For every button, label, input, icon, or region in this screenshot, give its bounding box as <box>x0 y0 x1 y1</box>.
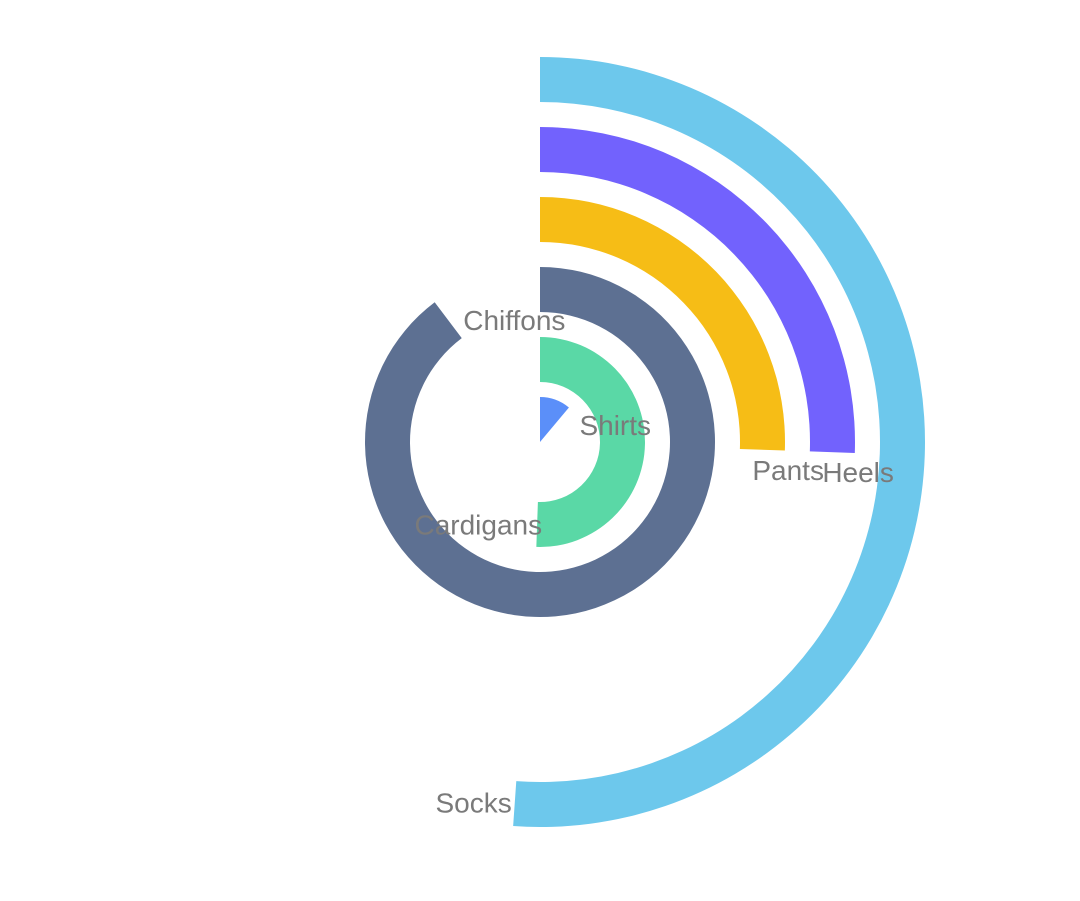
radial-bar-label-chiffons: Chiffons <box>463 305 565 336</box>
radial-bar-label-heels: Heels <box>822 457 894 488</box>
radial-bar-label-cardigans: Cardigans <box>414 509 542 540</box>
radial-bar-label-pants: Pants <box>752 455 824 486</box>
radial-bar-heels <box>540 127 855 453</box>
radial-bar-shirts <box>540 397 569 442</box>
radial-bar-socks <box>513 56 926 827</box>
radial-bars <box>365 56 926 827</box>
radial-bar-pants <box>540 197 786 451</box>
radial-bar-label-shirts: Shirts <box>579 410 651 441</box>
radial-bar-label-socks: Socks <box>435 788 511 819</box>
radial-bar-cardigans <box>536 337 645 547</box>
